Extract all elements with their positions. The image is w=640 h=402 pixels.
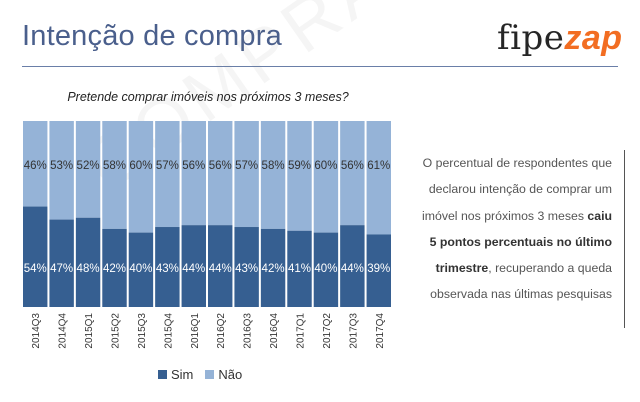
label-sim-2016Q3: 43% bbox=[235, 263, 258, 275]
label-nao-2016Q4: 58% bbox=[262, 160, 285, 172]
bar-sim-2014Q4 bbox=[49, 219, 74, 307]
x-tick-2015Q3: 2015Q3 bbox=[137, 313, 148, 349]
bar-sim-2014Q3 bbox=[23, 206, 48, 307]
x-tick-2014Q4: 2014Q4 bbox=[58, 313, 69, 349]
label-nao-2016Q2: 56% bbox=[209, 160, 232, 172]
bar-nao-2017Q2 bbox=[313, 121, 339, 233]
x-tick-2017Q3: 2017Q3 bbox=[348, 313, 359, 349]
bar-nao-2016Q4 bbox=[260, 121, 286, 229]
label-sim-2016Q4: 42% bbox=[262, 263, 285, 275]
label-sim-2016Q1: 44% bbox=[182, 263, 205, 275]
label-nao-2015Q3: 60% bbox=[129, 160, 152, 172]
fipezap-logo: fipezap bbox=[497, 18, 623, 58]
bar-sim-2016Q4 bbox=[260, 228, 286, 307]
label-nao-2017Q3: 56% bbox=[341, 160, 364, 172]
label-sim-2015Q3: 40% bbox=[129, 263, 152, 275]
bar-sim-2015Q3 bbox=[128, 232, 154, 307]
commentary-note: O percentual de respondentes que declaro… bbox=[420, 150, 612, 308]
bar-sim-2015Q2 bbox=[102, 228, 127, 307]
bar-nao-2015Q2 bbox=[102, 121, 127, 229]
label-nao-2017Q2: 60% bbox=[314, 160, 337, 172]
legend-swatch-nao bbox=[205, 370, 215, 379]
label-nao-2017Q4: 61% bbox=[367, 160, 390, 172]
note-text-1: O percentual de respondentes que declaro… bbox=[422, 156, 612, 223]
bar-nao-2015Q1 bbox=[75, 121, 101, 218]
note-text-2: , recuperando a queda observada nas últi… bbox=[430, 261, 612, 302]
bar-sim-2015Q4 bbox=[155, 227, 180, 307]
label-sim-2017Q3: 44% bbox=[341, 263, 364, 275]
bar-sim-2017Q4 bbox=[366, 234, 391, 307]
label-nao-2014Q4: 53% bbox=[50, 160, 73, 172]
bar-nao-2014Q3 bbox=[23, 121, 48, 207]
label-nao-2015Q2: 58% bbox=[103, 160, 126, 172]
bar-sim-2016Q3 bbox=[234, 227, 259, 307]
label-sim-2015Q2: 42% bbox=[103, 263, 126, 275]
x-tick-2016Q3: 2016Q3 bbox=[243, 313, 254, 349]
header-divider bbox=[22, 66, 618, 67]
legend-item-nao: Não bbox=[205, 367, 242, 382]
bar-nao-2016Q2 bbox=[208, 121, 233, 226]
label-nao-2016Q3: 57% bbox=[235, 160, 258, 172]
bar-nao-2014Q4 bbox=[49, 121, 74, 220]
label-sim-2017Q1: 41% bbox=[288, 263, 311, 275]
chart-legend: Sim Não bbox=[158, 367, 242, 382]
x-tick-2017Q1: 2017Q1 bbox=[296, 313, 307, 349]
legend-swatch-sim bbox=[158, 370, 167, 379]
x-tick-2015Q1: 2015Q1 bbox=[84, 313, 95, 349]
bar-sim-2016Q1 bbox=[181, 225, 206, 307]
bar-nao-2016Q1 bbox=[181, 121, 206, 226]
bar-nao-2015Q4 bbox=[155, 121, 180, 228]
x-tick-2016Q1: 2016Q1 bbox=[190, 313, 201, 349]
x-tick-2014Q3: 2014Q3 bbox=[31, 313, 42, 349]
legend-item-sim: Sim bbox=[158, 367, 193, 382]
label-sim-2017Q4: 39% bbox=[367, 263, 390, 275]
x-tick-2017Q2: 2017Q2 bbox=[322, 313, 333, 349]
label-sim-2015Q4: 43% bbox=[156, 263, 179, 275]
label-sim-2017Q2: 40% bbox=[314, 263, 337, 275]
legend-label-nao: Não bbox=[218, 367, 243, 382]
label-nao-2015Q4: 57% bbox=[156, 160, 179, 172]
bar-sim-2016Q2 bbox=[208, 225, 233, 307]
label-nao-2014Q3: 46% bbox=[24, 160, 47, 172]
bar-sim-2017Q3 bbox=[340, 225, 365, 307]
x-tick-2016Q2: 2016Q2 bbox=[216, 313, 227, 349]
label-nao-2017Q1: 59% bbox=[288, 160, 311, 172]
note-highlight: caiu 5 pontos percentuais no último trim… bbox=[429, 208, 612, 276]
label-sim-2014Q3: 54% bbox=[24, 263, 47, 275]
x-tick-2015Q2: 2015Q2 bbox=[111, 313, 122, 349]
bar-sim-2017Q2 bbox=[313, 232, 339, 307]
x-tick-2015Q4: 2015Q4 bbox=[163, 313, 174, 349]
bar-nao-2015Q3 bbox=[128, 121, 154, 233]
x-tick-2016Q4: 2016Q4 bbox=[269, 313, 280, 349]
logo-fipe: fipe bbox=[497, 18, 565, 58]
bar-sim-2015Q1 bbox=[75, 217, 101, 307]
bar-nao-2017Q3 bbox=[340, 121, 365, 226]
logo-zap: zap bbox=[564, 19, 623, 57]
label-sim-2015Q1: 48% bbox=[77, 263, 100, 275]
chart-title: Pretende comprar imóveis nos próximos 3 … bbox=[67, 90, 349, 104]
label-sim-2016Q2: 44% bbox=[209, 263, 232, 275]
label-sim-2014Q4: 47% bbox=[50, 263, 73, 275]
label-nao-2015Q1: 52% bbox=[77, 160, 100, 172]
bar-nao-2017Q1 bbox=[287, 121, 312, 231]
legend-label-sim: Sim bbox=[171, 367, 194, 382]
bar-nao-2017Q4 bbox=[366, 121, 391, 235]
note-divider bbox=[624, 150, 625, 328]
bar-nao-2016Q3 bbox=[234, 121, 259, 228]
bar-sim-2017Q1 bbox=[287, 230, 312, 307]
page-title: Intenção de compra bbox=[22, 20, 282, 52]
label-nao-2016Q1: 56% bbox=[182, 160, 205, 172]
x-tick-2017Q4: 2017Q4 bbox=[375, 313, 386, 349]
